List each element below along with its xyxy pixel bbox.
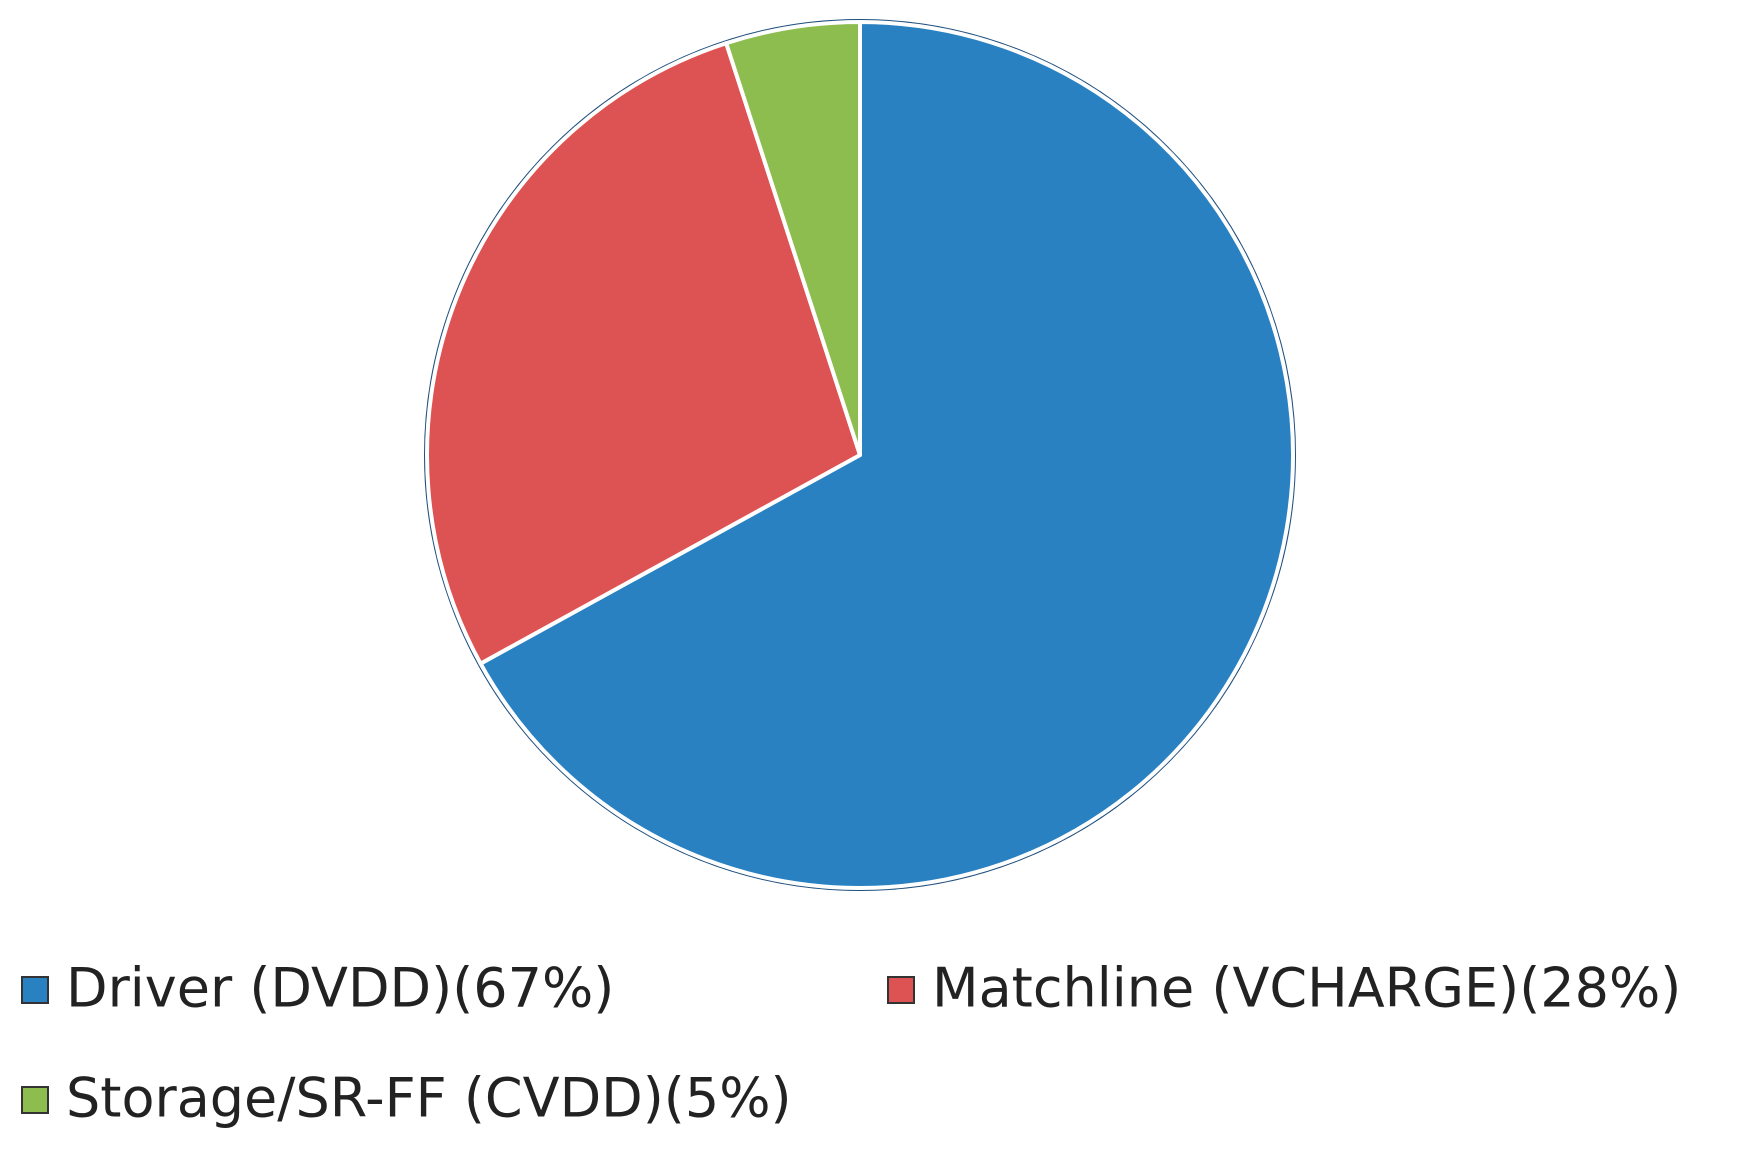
pie-slice — [478, 20, 1295, 890]
legend-swatch — [21, 1086, 49, 1114]
legend-label: Matchline (VCHARGE)(28%) — [932, 957, 1681, 1020]
legend-swatch — [887, 976, 915, 1004]
pie-slice — [425, 41, 862, 666]
legend-label: Storage/SR-FF (CVDD)(5%) — [66, 1067, 792, 1130]
legend-swatch — [21, 976, 49, 1004]
legend-label: Driver (DVDD)(67%) — [66, 957, 614, 1020]
pie-slice — [724, 20, 862, 457]
